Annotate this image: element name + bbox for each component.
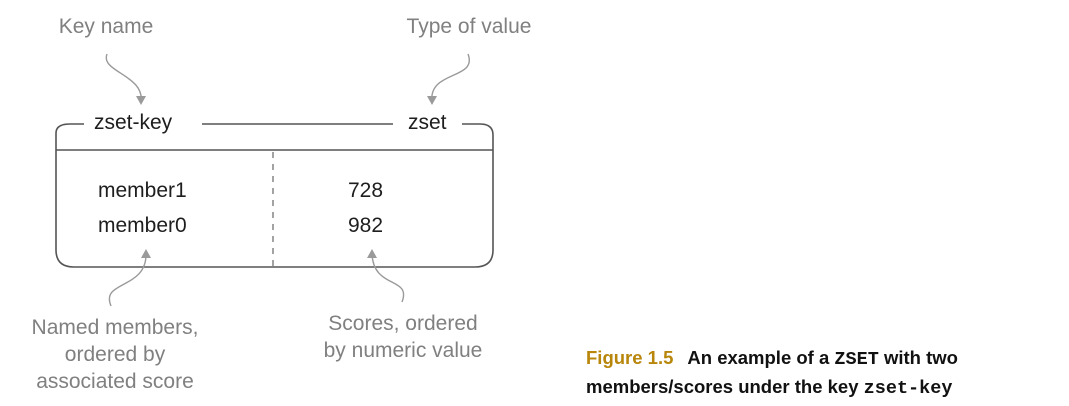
members-arrow: [108, 251, 147, 307]
scores-arrow: [371, 251, 405, 303]
members-label-line2: ordered by: [64, 343, 166, 366]
members-annotation: Named members, ordered by associated sco…: [10, 314, 220, 395]
figure-caption: Figure 1.5 An example of a ZSET with two …: [586, 344, 958, 402]
box-body-border: [55, 150, 494, 268]
caption-line2: members/scores under the key zset-key: [586, 373, 958, 402]
caption-line1: Figure 1.5 An example of a ZSET with two: [586, 344, 958, 373]
caption-code-key: zset-key: [863, 378, 953, 399]
member-cell: member1: [98, 179, 187, 202]
type-arrow: [431, 53, 471, 103]
score-cell: 728: [348, 179, 384, 202]
scores-label-line2: by numeric value: [323, 339, 483, 362]
figure-label: Figure 1.5: [586, 347, 674, 368]
caption-line1-text: An example of a: [687, 347, 835, 368]
box-top-right-border: [462, 123, 494, 150]
value-type-text: zset: [408, 111, 447, 134]
box-top-left-border: [55, 123, 84, 150]
member-cell: member0: [98, 214, 187, 237]
type-of-value-annotation: Type of value: [393, 13, 545, 40]
key-name-annotation: Key name: [36, 13, 176, 40]
score-cell: 982: [348, 214, 384, 237]
members-arrowhead: [141, 249, 151, 258]
key-name-arrow: [105, 53, 142, 103]
caption-line1-tail: with two: [878, 347, 958, 368]
scores-annotation: Scores, ordered by numeric value: [307, 310, 499, 364]
caption-code-zset: ZSET: [834, 349, 879, 370]
type-arrowhead: [427, 96, 437, 105]
caption-line2-text: members/scores under the key: [586, 376, 864, 397]
key-name-text: zset-key: [94, 111, 173, 134]
members-label-line1: Named members,: [31, 316, 199, 339]
scores-label-line1: Scores, ordered: [328, 312, 478, 335]
type-of-value-label: Type of value: [406, 15, 532, 38]
members-label-line3: associated score: [36, 370, 194, 393]
scores-arrowhead: [367, 249, 377, 258]
key-name-label: Key name: [58, 15, 154, 38]
key-name-arrowhead: [136, 96, 146, 105]
